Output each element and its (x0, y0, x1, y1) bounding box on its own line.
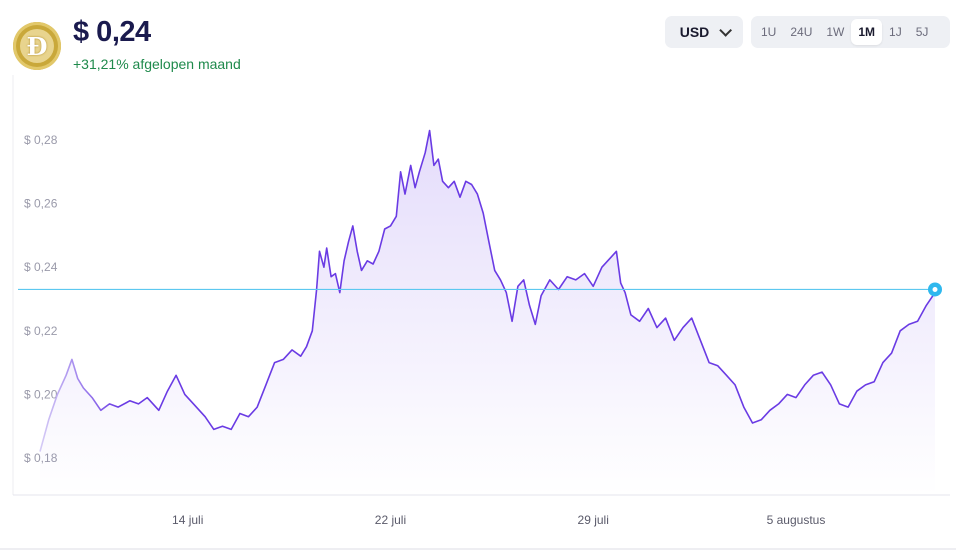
y-tick-label: $ 0,20 (24, 387, 58, 401)
x-tick-label: 5 augustus (767, 513, 826, 527)
price-series-line (39, 129, 936, 452)
y-tick-label: $ 0,22 (24, 324, 58, 338)
x-tick-label: 14 juli (172, 513, 203, 527)
y-tick-label: $ 0,24 (24, 260, 58, 274)
current-price: $ 0,24 (73, 16, 151, 48)
range-button-1u[interactable]: 1U (761, 25, 777, 39)
dogecoin-logo-icon: Ð (13, 22, 61, 70)
range-button-1j[interactable]: 1J (889, 25, 902, 39)
range-button-24u[interactable]: 24U (790, 25, 813, 39)
y-tick-label: $ 0,28 (24, 133, 58, 147)
current-price-marker-center (932, 286, 938, 292)
range-button-5j[interactable]: 5J (915, 25, 929, 39)
x-tick-label: 22 juli (375, 513, 406, 527)
range-button-1w[interactable]: 1W (826, 25, 845, 39)
x-tick-label: 29 juli (578, 513, 609, 527)
time-range-selector: 1U 24U 1W 1M 1J 5J (751, 16, 950, 48)
currency-value: USD (679, 24, 710, 40)
dogecoin-d-glyph: Ð (20, 29, 54, 63)
currency-select[interactable]: USD (665, 16, 743, 48)
price-change: +31,21% afgelopen maand (73, 56, 241, 72)
y-tick-label: $ 0,26 (24, 197, 58, 211)
price-area-fill (40, 130, 935, 495)
range-button-1m[interactable]: 1M (851, 19, 883, 45)
